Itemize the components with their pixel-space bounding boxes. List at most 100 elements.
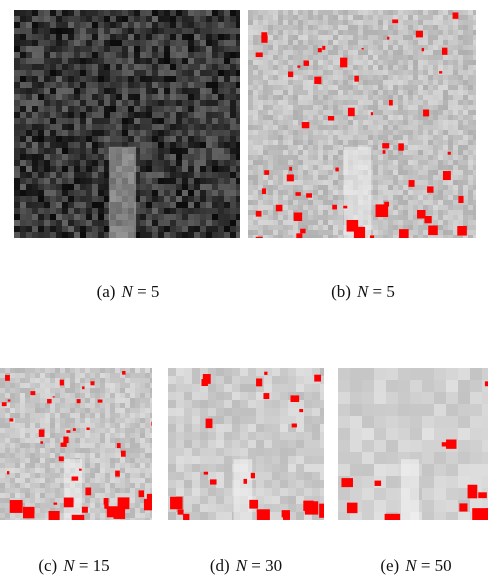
texture-cell [104, 118, 111, 125]
texture-cell [263, 220, 269, 226]
texture-cell [248, 40, 254, 46]
texture-cell [200, 178, 207, 185]
texture-cell [38, 106, 45, 113]
texture-cell [10, 458, 16, 464]
texture-cell [85, 458, 91, 464]
texture-cell [333, 210, 339, 216]
texture-cell [293, 65, 299, 71]
texture-cell [224, 190, 231, 197]
texture-cell [182, 154, 189, 161]
texture-cell [443, 145, 449, 151]
texture-cell [134, 202, 141, 209]
texture-cell [0, 458, 6, 464]
texture-cell [323, 100, 329, 106]
texture-cell [423, 145, 429, 151]
texture-cell [182, 100, 189, 107]
texture-cell [463, 235, 469, 238]
texture-cell [256, 416, 265, 425]
texture-cell [253, 220, 259, 226]
texture-cell [353, 25, 359, 31]
texture-cell [45, 428, 51, 434]
texture-cell [280, 440, 289, 449]
texture-cell [45, 388, 51, 394]
texture-cell [458, 165, 464, 171]
texture-cell [273, 10, 279, 16]
texture-cell [80, 136, 87, 143]
highlighted-region [353, 226, 366, 238]
texture-cell [323, 160, 329, 166]
texture-cell [40, 443, 46, 449]
texture-cell [248, 195, 254, 201]
texture-cell [0, 483, 6, 489]
texture-cell [248, 10, 254, 16]
texture-cell [176, 184, 183, 191]
texture-cell [140, 463, 146, 469]
texture-cell [100, 413, 106, 419]
texture-cell [443, 230, 449, 236]
texture-cell [145, 513, 151, 519]
texture-cell [240, 384, 249, 393]
texture-cell [35, 463, 41, 469]
texture-cell [272, 368, 281, 377]
texture-cell [75, 368, 81, 374]
texture-cell [312, 392, 321, 401]
texture-cell [45, 458, 51, 464]
texture-cell [45, 463, 51, 469]
texture-cell [398, 175, 404, 181]
texture-cell [288, 25, 294, 31]
texture-cell [312, 384, 321, 393]
texture-cell [328, 55, 334, 61]
texture-cell [373, 235, 379, 238]
texture-cell [232, 376, 241, 385]
texture-cell [182, 64, 189, 71]
texture-cell [192, 488, 201, 497]
texture-cell [140, 82, 147, 89]
texture-cell [176, 76, 183, 83]
texture-cell [398, 70, 404, 76]
texture-cell [200, 94, 207, 101]
texture-cell [90, 433, 96, 439]
texture-cell [135, 513, 141, 519]
texture-cell [323, 65, 329, 71]
texture-cell [378, 165, 384, 171]
texture-cell [0, 473, 6, 479]
texture-cell [115, 438, 121, 444]
texture-cell [86, 112, 93, 119]
texture-cell [38, 10, 45, 17]
texture-cell [398, 165, 404, 171]
texture-cell [85, 453, 91, 459]
texture-cell [70, 398, 76, 404]
texture-cell [318, 120, 324, 126]
texture-cell [338, 145, 344, 151]
texture-cell [105, 518, 111, 520]
texture-cell [176, 408, 185, 417]
texture-cell [398, 30, 404, 36]
texture-cell [206, 16, 213, 23]
texture-cell [68, 94, 75, 101]
texture-cell [230, 124, 237, 131]
texture-cell [212, 82, 219, 89]
texture-cell [323, 165, 329, 171]
texture-cell [44, 40, 51, 47]
texture-cell [240, 424, 249, 433]
texture-cell [35, 453, 41, 459]
texture-cell [164, 196, 171, 203]
texture-cell [74, 172, 81, 179]
texture-cell [50, 403, 56, 409]
texture-cell [230, 70, 237, 77]
texture-cell [65, 448, 71, 454]
texture-cell [473, 25, 476, 31]
texture-cell [303, 215, 309, 221]
texture-cell [413, 15, 419, 21]
texture-cell [358, 90, 364, 96]
texture-cell [140, 94, 147, 101]
texture-cell [150, 373, 152, 379]
texture-cell [85, 368, 91, 374]
highlighted-region [428, 225, 438, 236]
texture-cell [308, 35, 314, 41]
texture-cell [303, 45, 309, 51]
texture-cell [85, 468, 91, 474]
texture-cell [216, 400, 225, 409]
texture-cell [80, 463, 86, 469]
texture-cell [32, 160, 39, 167]
